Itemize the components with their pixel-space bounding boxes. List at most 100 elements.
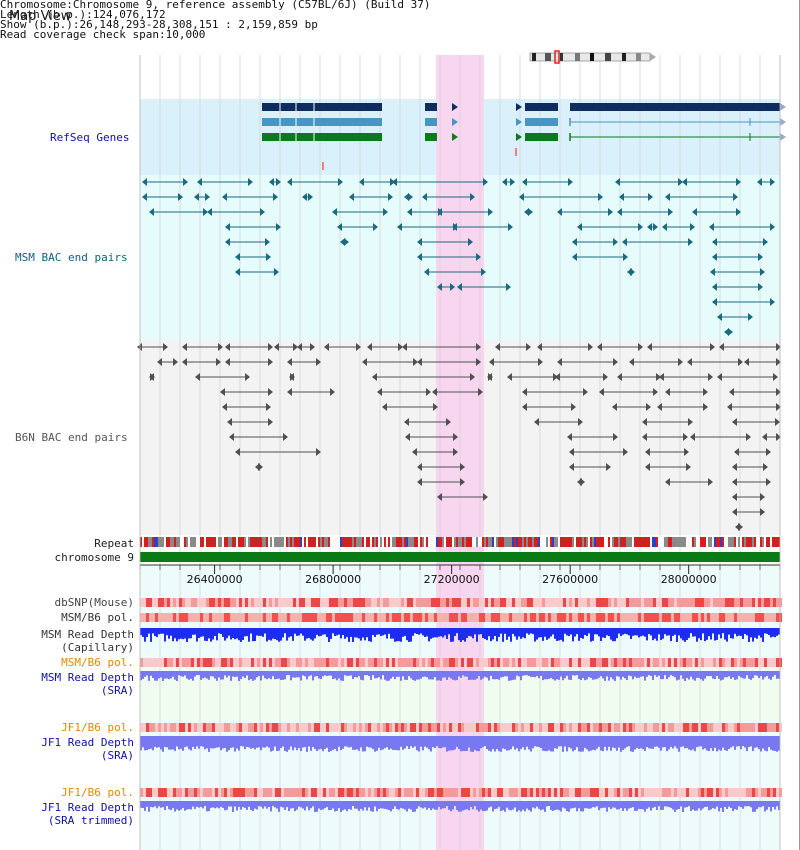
refseq-gene-exon[interactable] bbox=[516, 133, 522, 141]
msm-depth-sra-bar bbox=[774, 671, 776, 676]
msm-depth-sra-bar bbox=[636, 671, 638, 679]
msm-depth-capillary-bar bbox=[264, 628, 266, 634]
msm-depth-capillary-bar bbox=[716, 628, 718, 640]
refseq-gene-exon[interactable] bbox=[516, 118, 522, 126]
jf1-depth-sra-bar bbox=[584, 736, 586, 748]
b6n-bac-pair-end bbox=[678, 358, 683, 366]
msm-b6-pol-strip bbox=[287, 613, 290, 622]
refseq-gene-exon[interactable] bbox=[262, 103, 382, 111]
msm-b6-pol-sra-strip bbox=[491, 658, 494, 667]
msm-bac-pair-end bbox=[424, 268, 429, 276]
refseq-gene-exon[interactable] bbox=[425, 118, 437, 126]
jf1-b6-pol-2-strip bbox=[146, 788, 149, 797]
msm-depth-sra-bar bbox=[166, 671, 168, 679]
msm-bac-pair-end bbox=[225, 223, 230, 231]
track-label-b6n-bac[interactable]: B6N BAC end pairs bbox=[15, 431, 128, 444]
msm-bac-pair-end bbox=[397, 223, 402, 231]
msm-depth-sra-bar bbox=[514, 671, 516, 680]
jf1-depth-sra-bar bbox=[326, 736, 328, 748]
refseq-gene-exon[interactable] bbox=[452, 133, 458, 141]
msm-depth-capillary-bar bbox=[224, 628, 226, 641]
jf1-b6-pol-2-strip bbox=[551, 788, 554, 797]
jf1-b6-pol-strip bbox=[563, 723, 566, 732]
jf1-depth-sra-bar bbox=[446, 736, 448, 752]
msm-depth-sra-bar bbox=[738, 671, 740, 676]
jf1-depth-trim-bar bbox=[578, 801, 580, 809]
refseq-gene-exon[interactable] bbox=[262, 133, 382, 141]
msm-depth-sra-bar bbox=[350, 671, 352, 676]
msm-depth-capillary-bar bbox=[444, 628, 446, 636]
jf1-depth-trim-bar bbox=[296, 801, 298, 810]
msm-b6-pol-sra-strip bbox=[521, 658, 524, 667]
jf1-depth-sra-bar bbox=[288, 736, 290, 750]
msm-b6-pol-strip bbox=[692, 613, 695, 622]
jf1-depth-trim-bar bbox=[536, 801, 538, 807]
jf1-b6-pol-strip bbox=[377, 723, 380, 732]
refseq-gene-exon[interactable] bbox=[516, 103, 522, 111]
jf1-depth-trim-bar bbox=[610, 801, 612, 810]
jf1-depth-trim-bar bbox=[498, 801, 500, 807]
jf1-depth-trim-bar bbox=[214, 801, 216, 809]
repeat-element bbox=[362, 537, 364, 547]
msm-depth-sra-bar bbox=[296, 671, 298, 678]
msm-b6-pol-strip bbox=[731, 613, 734, 622]
jf1-depth-sra-bar bbox=[714, 736, 716, 748]
refseq-gene-exon[interactable] bbox=[452, 103, 458, 111]
msm-b6-pol-sra-strip bbox=[182, 658, 185, 667]
msm-depth-capillary-bar bbox=[490, 628, 492, 642]
jf1-depth-sra-bar bbox=[712, 736, 714, 752]
jf1-b6-pol-2-strip bbox=[500, 788, 503, 797]
jf1-b6-pol-strip bbox=[353, 723, 356, 732]
dbsnp-strip bbox=[374, 598, 377, 607]
msm-b6-pol-sra-strip bbox=[347, 658, 350, 667]
refseq-gene-exon[interactable] bbox=[570, 103, 780, 111]
jf1-depth-trim-bar bbox=[198, 801, 200, 808]
dbsnp-strip bbox=[152, 598, 155, 607]
dbsnp-strip bbox=[188, 598, 191, 607]
dbsnp-strip bbox=[446, 598, 449, 607]
repeat-element bbox=[508, 537, 510, 547]
msm-b6-pol-sra-strip bbox=[581, 658, 584, 667]
b6n-bac-pair-end bbox=[732, 463, 737, 471]
jf1-b6-pol-2-strip bbox=[482, 788, 485, 797]
refseq-gene-exon[interactable] bbox=[425, 103, 437, 111]
msm-depth-capillary-bar bbox=[548, 628, 550, 639]
jf1-b6-pol-strip bbox=[554, 723, 557, 732]
chromosome-bar[interactable] bbox=[140, 552, 780, 562]
refseq-gene-exon[interactable] bbox=[452, 118, 458, 126]
refseq-gene-exon[interactable] bbox=[425, 133, 437, 141]
refseq-gene-exon[interactable] bbox=[525, 118, 558, 126]
jf1-b6-pol-2-strip bbox=[440, 788, 443, 797]
msm-depth-capillary-bar bbox=[196, 628, 198, 642]
jf1-b6-pol-strip bbox=[623, 723, 626, 732]
msm-depth-sra-bar bbox=[390, 671, 392, 679]
track-label-jf1-depth-trim: JF1 Read Depth bbox=[41, 801, 134, 814]
jf1-depth-sra-bar bbox=[258, 736, 260, 748]
msm-depth-capillary-bar bbox=[278, 628, 280, 642]
refseq-gene-exon[interactable] bbox=[525, 103, 558, 111]
dbsnp-strip bbox=[338, 598, 341, 607]
msm-b6-pol-sra-strip bbox=[200, 658, 203, 667]
refseq-gene-exon[interactable] bbox=[262, 118, 382, 126]
msm-depth-sra-bar bbox=[382, 671, 384, 676]
track-label-refseq[interactable]: RefSeq Genes bbox=[50, 131, 130, 144]
jf1-depth-sra-bar bbox=[648, 736, 650, 749]
msm-bac-pair-end bbox=[437, 208, 442, 216]
repeat-element bbox=[448, 537, 450, 547]
repeat-element bbox=[602, 537, 604, 547]
refseq-gene-exon[interactable] bbox=[525, 133, 558, 141]
track-label-msm-bac[interactable]: MSM BAC end pairs bbox=[15, 251, 128, 264]
msm-depth-sra-bar bbox=[698, 671, 700, 678]
msm-depth-capillary-bar bbox=[248, 628, 250, 642]
msm-b6-pol-sra-strip bbox=[167, 658, 170, 667]
jf1-b6-pol-strip bbox=[674, 723, 677, 732]
msm-bac-pair-end bbox=[508, 223, 513, 231]
repeat-element bbox=[426, 537, 428, 547]
repeat-element bbox=[692, 537, 694, 547]
jf1-b6-pol-strip bbox=[476, 723, 479, 732]
msm-depth-capillary-bar bbox=[586, 628, 588, 637]
repeat-element bbox=[296, 537, 298, 547]
dbsnp-strip bbox=[650, 598, 653, 607]
jf1-b6-pol-2-strip bbox=[590, 788, 593, 797]
